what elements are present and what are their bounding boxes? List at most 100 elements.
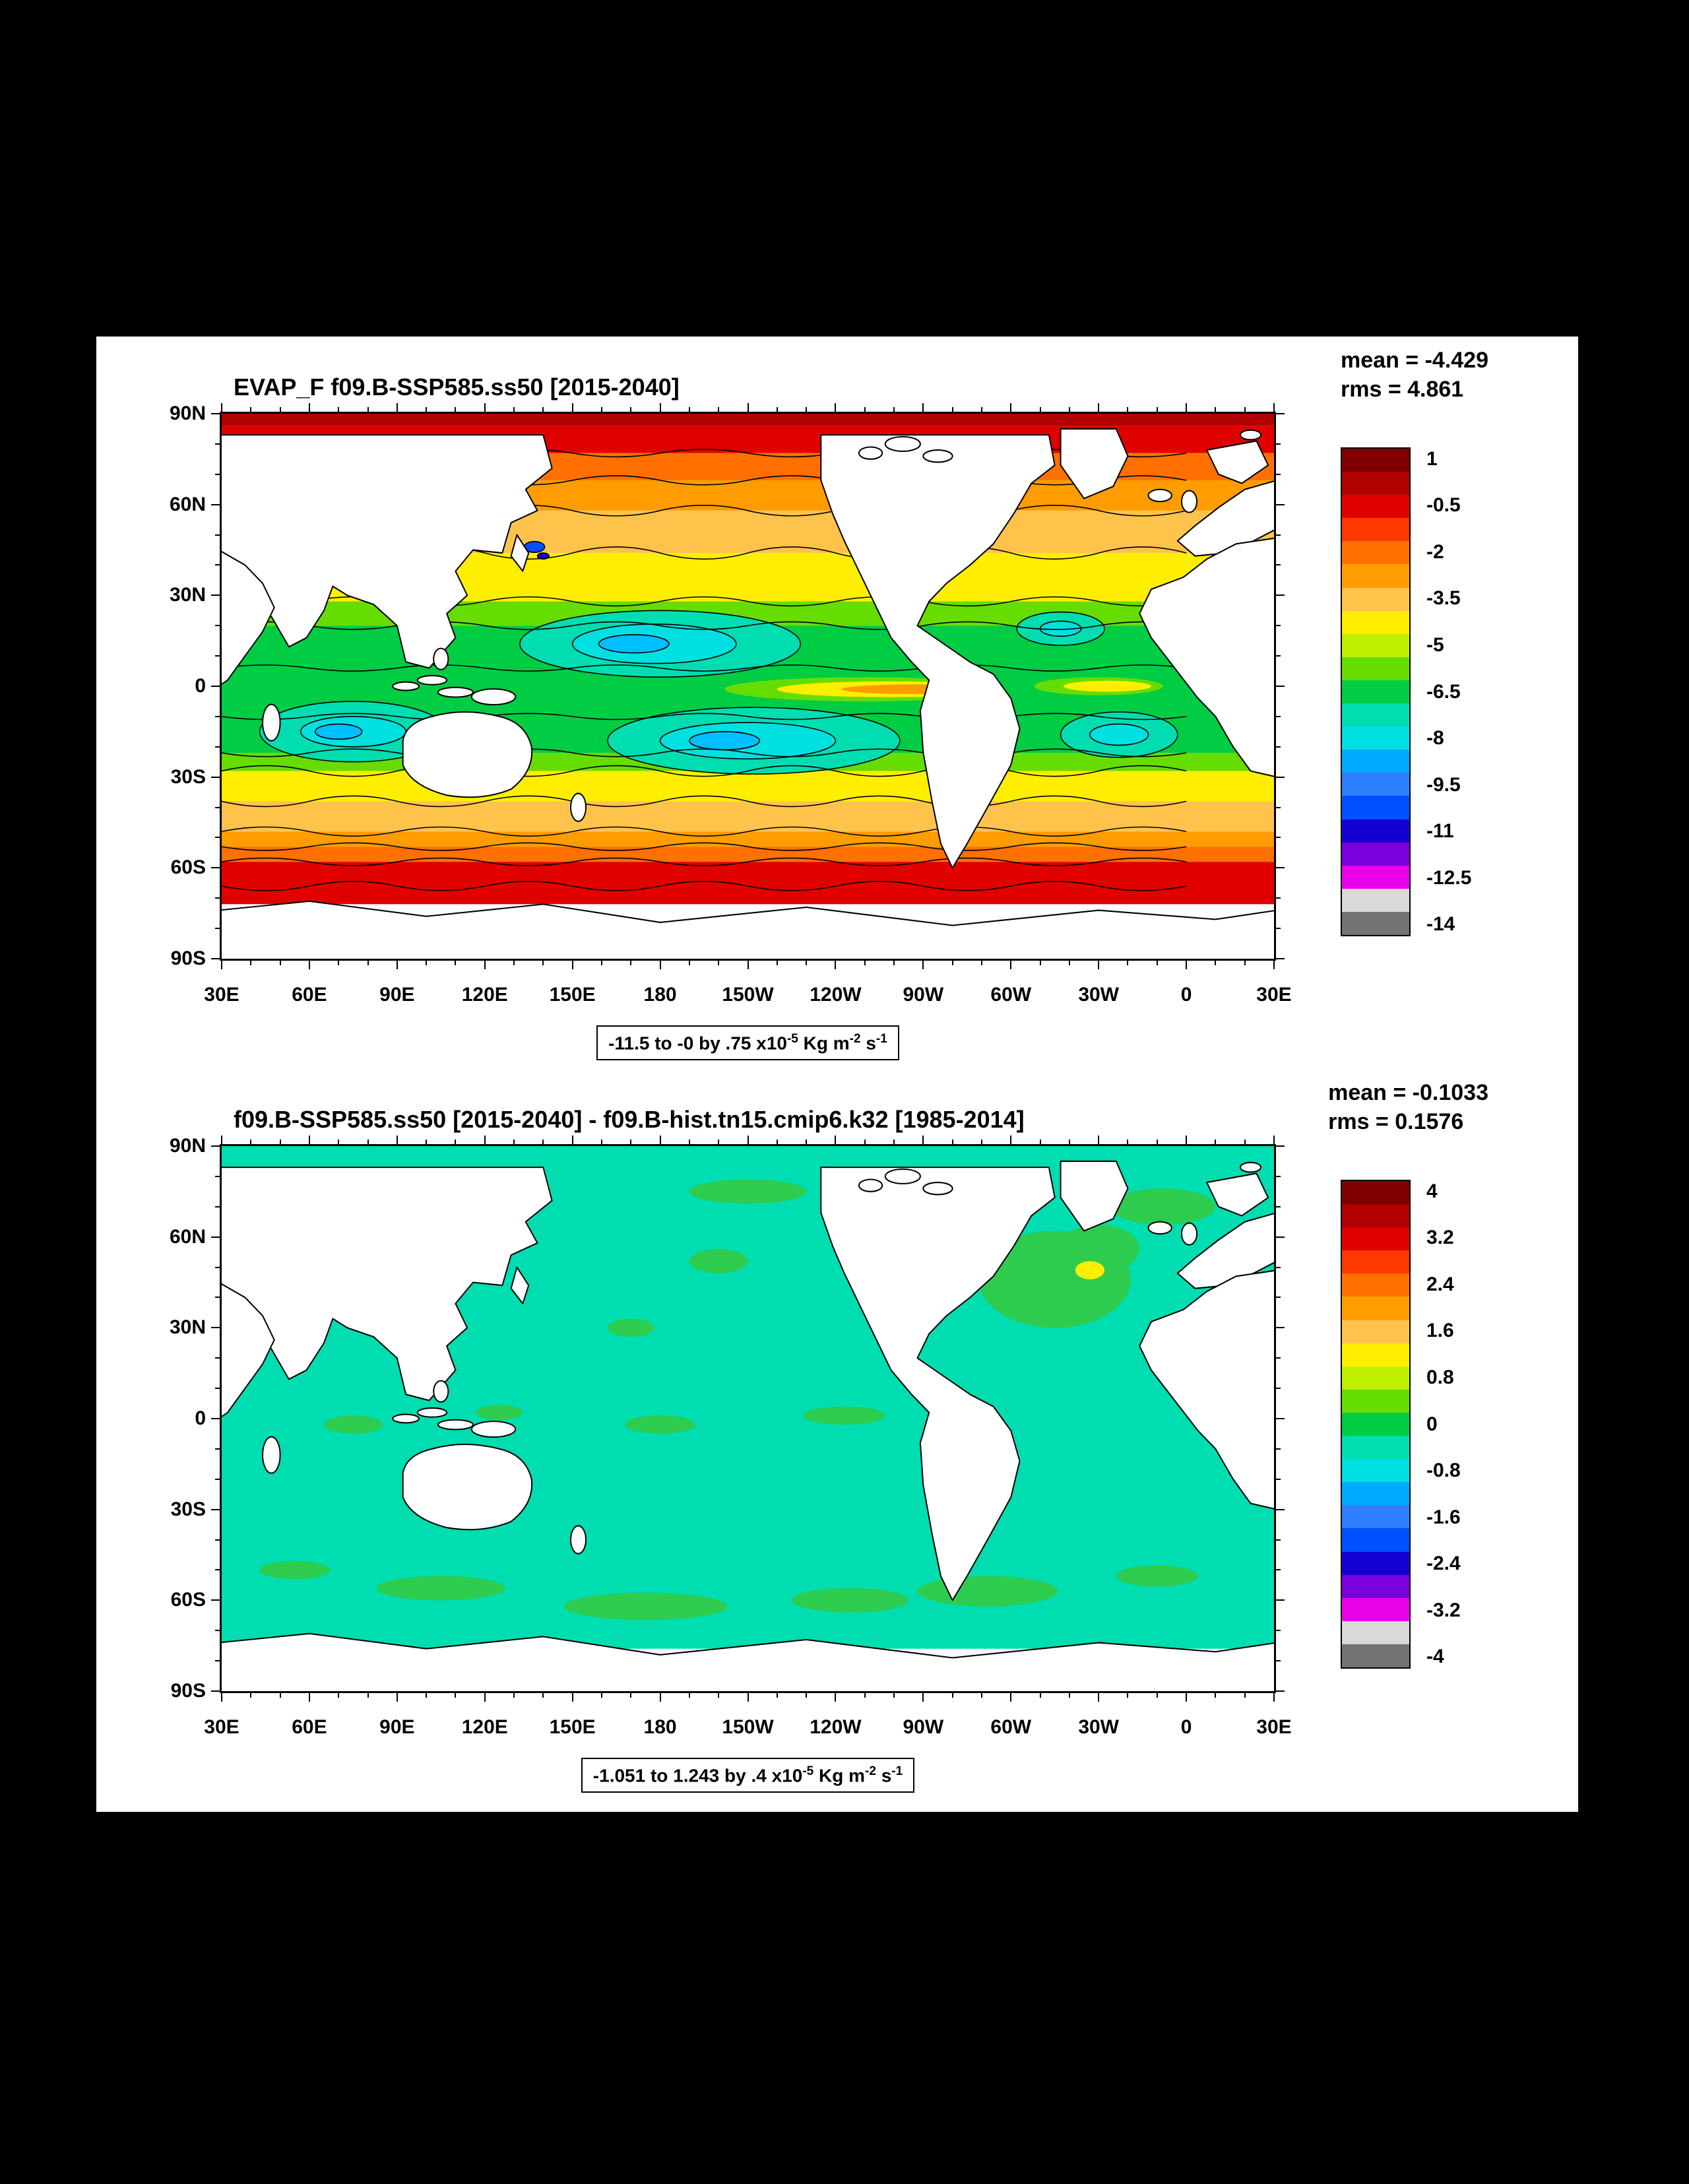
colorbar-tick-label: -11: [1426, 820, 1454, 843]
axis-tick: [600, 407, 602, 412]
caption-text: Kg m: [798, 1033, 850, 1054]
axis-tick: [922, 1136, 924, 1144]
colorbar-cell: [1342, 1459, 1409, 1483]
axis-tick: [215, 1630, 220, 1632]
axis-tick: [367, 1140, 369, 1144]
colorbar-cell: [1342, 1227, 1409, 1251]
axis-tick: [864, 1693, 866, 1698]
axis-tick: [1039, 961, 1041, 965]
axis-tick: [215, 837, 220, 839]
colorbar-cells: [1341, 1180, 1411, 1669]
axis-tick: [951, 961, 953, 965]
axis-tick: [980, 1140, 982, 1144]
axis-tick: [426, 961, 428, 965]
axis-tick: [1276, 897, 1281, 899]
axis-tick: [1276, 1599, 1285, 1601]
contour-map-evap: [222, 414, 1274, 959]
axis-tick: [215, 443, 220, 445]
axis-tick: [215, 1205, 220, 1207]
axis-tick: [396, 961, 398, 969]
colorbar-cell: [1342, 472, 1409, 496]
axis-tick: [367, 961, 369, 965]
axis-tick: [1010, 1693, 1012, 1702]
axis-tick: [215, 806, 220, 808]
y-axis-tick-label: 90N: [169, 402, 206, 424]
axis-tick: [718, 1140, 720, 1144]
colorbar: 4 3.2 2.4 1.6 0.8 0 -0.8 -1.6 -2.4 -3.2 -4: [1341, 1180, 1461, 1669]
axis-tick: [1276, 655, 1281, 657]
x-axis-tick-label: 150W: [722, 1716, 774, 1738]
colorbar-cell: [1342, 680, 1409, 704]
axis-tick: [1156, 1693, 1158, 1698]
axis-tick: [1276, 746, 1281, 748]
axis-tick: [1127, 961, 1129, 965]
axis-tick: [215, 746, 220, 748]
contour-range-caption: -11.5 to -0 by .75 x10-5 Kg m-2 s-1: [596, 1025, 899, 1061]
colorbar-labels: 1 -0.5 -2 -3.5 -5 -6.5 -8 -9.5 -11 -12.5 -14: [1426, 447, 1512, 936]
colorbar-cell: [1342, 865, 1409, 889]
caption-row: -11.5 to -0 by .75 x10-5 Kg m-2 s-1: [220, 1025, 1276, 1061]
axis-tick: [1098, 403, 1100, 412]
axis-tick: [215, 897, 220, 899]
axis-tick: [211, 1327, 220, 1329]
axis-tick: [864, 407, 866, 412]
axis-tick: [1215, 1140, 1217, 1144]
axis-tick: [1273, 1693, 1275, 1702]
axis-tick: [513, 1140, 515, 1144]
colorbar-cell: [1342, 1482, 1409, 1506]
rms-stat: rms = 4.861: [1341, 377, 1464, 402]
axis-tick: [1276, 503, 1285, 505]
axis-tick: [600, 1140, 602, 1144]
axis-tick: [951, 407, 953, 412]
axis-tick: [308, 403, 310, 412]
axis-tick: [1273, 403, 1275, 412]
axis-tick: [893, 407, 895, 412]
y-axis: 90N 60N 30N 0 30S 60S 90S: [140, 1135, 206, 1702]
axis-tick: [1068, 1140, 1070, 1144]
axis-tick: [1039, 1693, 1041, 1698]
x-axis-tick-label: 30W: [1078, 1716, 1119, 1738]
x-axis-tick-label: 90W: [903, 1716, 944, 1738]
axis-tick: [279, 407, 281, 412]
x-axis: 30E 60E 90E 120E 150E 180 150W 120W 90W 60W 30W 0 30…: [204, 984, 1291, 1010]
axis-tick: [513, 961, 515, 965]
y-axis-tick-label: 60S: [170, 856, 206, 879]
y-axis-tick-label: 90N: [169, 1135, 206, 1157]
colorbar-cell: [1342, 1389, 1409, 1413]
colorbar-cell: [1342, 1574, 1409, 1598]
axis-tick: [922, 961, 924, 969]
axis-tick: [1276, 1690, 1285, 1692]
colorbar-tick-label: -4: [1426, 1646, 1444, 1668]
colorbar-tick-label: 1: [1426, 447, 1438, 470]
axis-tick: [1098, 1693, 1100, 1702]
axis-tick: [1276, 1418, 1285, 1419]
axis-tick: [484, 961, 486, 969]
axis-tick: [1276, 1569, 1281, 1571]
colorbar-cell: [1342, 1644, 1409, 1667]
x-axis-tick-label: 30E: [204, 984, 239, 1006]
axis-tick: [211, 1145, 220, 1147]
axis-tick: [1244, 961, 1246, 965]
axis-tick: [367, 1693, 369, 1698]
axis-tick: [1276, 1448, 1281, 1450]
panel-evap-field: mean = -4.429 rms = 4.861 EVAP_F f09.B-S…: [96, 337, 1578, 1066]
axis-tick: [215, 1297, 220, 1299]
axis-tick: [215, 655, 220, 657]
x-axis-tick-label: 120E: [461, 984, 508, 1006]
colorbar-tick-label: 1.6: [1426, 1320, 1454, 1342]
axis-tick: [215, 1660, 220, 1662]
axis-tick: [718, 961, 720, 965]
axis-tick: [513, 407, 515, 412]
axis-tick: [338, 961, 340, 965]
axis-tick: [426, 1693, 428, 1698]
axis-tick: [922, 403, 924, 412]
axis-tick: [215, 715, 220, 717]
colorbar-cell: [1342, 750, 1409, 773]
axis-tick: [215, 1539, 220, 1541]
axis-tick: [396, 403, 398, 412]
axis-tick: [1276, 715, 1281, 717]
axis-tick: [211, 1599, 220, 1601]
axis-tick: [893, 1140, 895, 1144]
axis-tick: [571, 961, 573, 969]
axis-tick: [1276, 867, 1285, 869]
